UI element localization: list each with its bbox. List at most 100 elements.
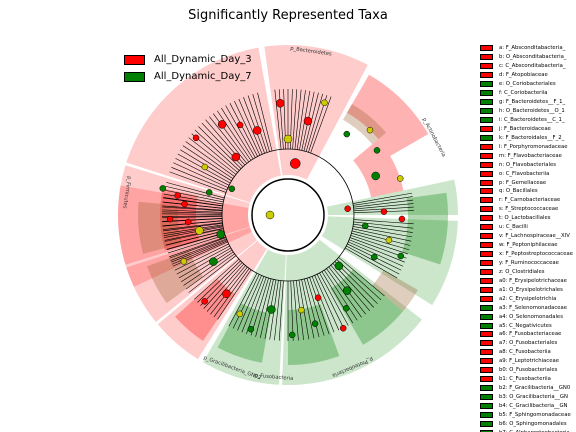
key-label: a1: O_Erysipelotrichales	[499, 286, 563, 293]
taxon-node	[371, 171, 380, 181]
taxon-node	[361, 222, 369, 230]
taxon-node	[298, 306, 305, 314]
tree-branch	[293, 280, 299, 341]
key-swatch	[480, 304, 493, 311]
tree-branch	[213, 268, 250, 318]
key-label: b2: F_Gracilibacteria__GN0	[499, 385, 571, 392]
key-item: r: F_Carnobacteriaceae	[480, 196, 576, 205]
key-swatch	[480, 286, 493, 293]
taxon-node	[314, 294, 322, 301]
tree-branch	[165, 185, 224, 201]
tree-branch	[247, 95, 268, 153]
key-item: a0: F_Erysipelotrichaceae	[480, 276, 576, 285]
key-label: q: O_Bacillales	[499, 188, 538, 195]
tree-branch	[188, 255, 237, 293]
clade-sector	[321, 216, 458, 306]
key-label: p: F_Gemellaceae	[499, 179, 547, 186]
key-item: q: O_Bacillales	[480, 187, 576, 196]
tree-branch	[197, 260, 241, 303]
tree-branch	[175, 158, 230, 186]
tree-branch	[345, 247, 398, 279]
tree-branch	[194, 258, 240, 300]
key-swatch	[480, 420, 493, 427]
tree-branch	[338, 257, 385, 297]
taxon-node	[205, 189, 213, 196]
key-item: t: O_Lactobacillales	[480, 214, 576, 223]
key-item: b0: O_Fusobacteriales	[480, 366, 576, 375]
key-label: b1: C_Fusobacteriia	[499, 376, 551, 383]
tree-branch	[217, 110, 252, 161]
key-item: n: O_Flavobacteriales	[480, 160, 576, 169]
tree-branch	[274, 89, 282, 150]
key-swatch	[480, 385, 493, 392]
key-swatch	[480, 411, 493, 418]
tree-branch	[243, 97, 265, 154]
tree-branch	[166, 182, 225, 199]
taxon-node	[385, 236, 393, 244]
key-item: i: C_Bacteroidetes__C_1_	[480, 116, 576, 125]
key-label: a7: O_Fusobacteriales	[499, 340, 558, 347]
key-label: b: O_Absconditabacteria_	[499, 54, 567, 61]
key-item: k: F_Bacteroidales__F_2_	[480, 133, 576, 142]
tree-branch	[162, 223, 223, 232]
key-swatch	[480, 188, 493, 195]
legend: All_Dynamic_Day_3 All_Dynamic_Day_7	[124, 51, 252, 85]
key-label: z: O_Clostridiales	[499, 268, 545, 275]
tree-branch	[173, 162, 229, 188]
taxon-node	[342, 286, 352, 295]
key-label: v: F_Lachnospiraceae__XIV	[499, 233, 570, 240]
tree-branch	[162, 213, 223, 215]
taxon-node	[159, 185, 167, 192]
tree-branch	[332, 263, 374, 308]
tree-branch	[241, 276, 265, 333]
tree-branch	[203, 263, 245, 309]
key-label: y: F_Ruminococcaceae	[499, 259, 559, 266]
taxon-node	[275, 99, 285, 108]
taxon-node	[303, 116, 313, 126]
tree-branch	[350, 235, 408, 255]
tree-branch	[163, 197, 223, 207]
key-label: a2: C_Erysipelotrichia	[499, 295, 557, 302]
clade-sector	[118, 165, 252, 287]
taxon-node	[174, 192, 181, 199]
tree-branch	[171, 239, 227, 263]
tree-branch	[349, 237, 407, 259]
tree-branch	[348, 241, 404, 267]
tree-branch	[162, 205, 223, 211]
key-swatch	[480, 340, 493, 347]
tree-branch	[200, 262, 243, 306]
tree-branch	[194, 129, 240, 171]
key-item: b6: O_Sphingomonadales	[480, 419, 576, 428]
tree-branch	[178, 247, 231, 279]
taxon-node	[201, 163, 209, 171]
root-ring	[251, 178, 325, 252]
key-swatch	[480, 349, 493, 356]
tree-branch	[349, 239, 405, 263]
key-item: b5: F_Sphingomonadaceae	[480, 410, 576, 419]
key-swatch	[480, 197, 493, 204]
key-label: s: F_Streptococcaceae	[499, 206, 559, 213]
tree-branch	[217, 269, 252, 320]
key-swatch	[480, 108, 493, 115]
key-label: r: F_Carnobacteriaceae	[499, 197, 561, 204]
taxon-node	[201, 298, 208, 305]
key-label: l: F_Porphyromonadaceae	[499, 143, 568, 150]
key-label: d: F_Atopobiaceae	[499, 72, 548, 79]
key-item: a4: O_Selenomonadales	[480, 312, 576, 321]
tree-branch	[170, 238, 227, 261]
key-item: a2: C_Erysipelotrichia	[480, 294, 576, 303]
key-item: a9: F_Leptotrichiaceae	[480, 357, 576, 366]
legend-swatch	[124, 54, 145, 65]
taxon-node	[398, 215, 406, 223]
taxon-node	[192, 134, 200, 142]
key-label: a5: C_Negativicutes	[499, 322, 552, 329]
key-swatch	[480, 367, 493, 374]
key-item: b4: C_Gracilibacteria__GN	[480, 402, 576, 411]
taxon-node	[339, 324, 347, 332]
tree-branch	[169, 236, 226, 258]
key-item: o: C_Flavobacteriia	[480, 169, 576, 178]
key-item: m: F_Flavobacteriaceae	[480, 151, 576, 160]
tree-branch	[351, 232, 410, 251]
